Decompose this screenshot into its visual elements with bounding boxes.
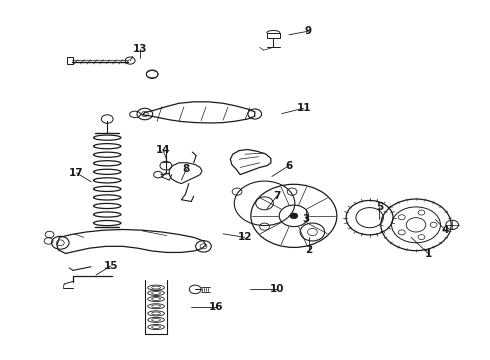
Text: 12: 12 <box>238 232 252 242</box>
Circle shape <box>290 213 298 219</box>
Text: 15: 15 <box>103 261 118 271</box>
Text: 7: 7 <box>273 191 280 201</box>
Text: 17: 17 <box>69 168 84 178</box>
Text: 10: 10 <box>270 284 284 294</box>
Circle shape <box>398 215 405 220</box>
Text: 16: 16 <box>208 302 223 312</box>
Text: 13: 13 <box>133 44 147 54</box>
Text: 4: 4 <box>441 225 449 235</box>
Circle shape <box>430 222 437 227</box>
Circle shape <box>398 230 405 235</box>
Text: 3: 3 <box>302 215 310 224</box>
Text: 11: 11 <box>296 103 311 113</box>
Text: 1: 1 <box>425 248 432 258</box>
Circle shape <box>418 235 425 240</box>
Text: 2: 2 <box>305 245 312 255</box>
Text: 14: 14 <box>156 144 170 154</box>
Text: 9: 9 <box>305 26 312 36</box>
Text: 8: 8 <box>183 164 190 174</box>
Text: 5: 5 <box>376 202 383 212</box>
Circle shape <box>418 210 425 215</box>
Text: 6: 6 <box>285 161 293 171</box>
